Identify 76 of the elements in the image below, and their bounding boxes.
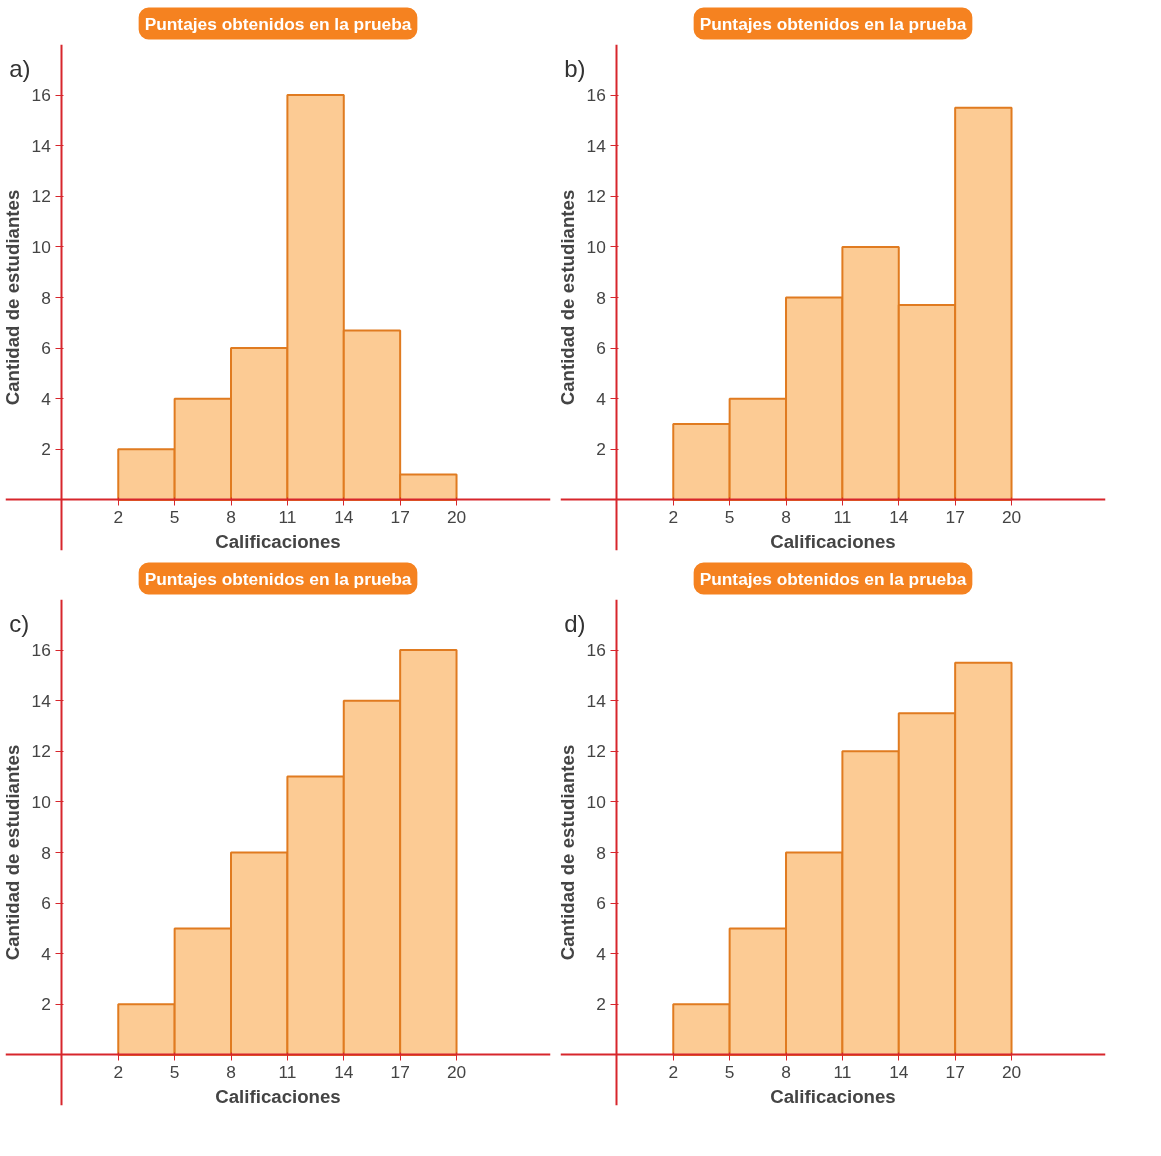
- x-tick-label: 17: [390, 1061, 410, 1082]
- y-tick-label: 4: [41, 388, 52, 409]
- x-tick-label: 20: [446, 506, 467, 527]
- x-tick-label: 2: [668, 1061, 679, 1082]
- y-tick-label: 16: [31, 640, 51, 661]
- x-tick-label: 5: [724, 1061, 735, 1082]
- y-axis-title: Cantidad de estudiantes: [2, 744, 24, 961]
- y-tick-label: 6: [41, 338, 51, 359]
- x-tick-label: 14: [334, 1061, 354, 1082]
- x-tick-label: 8: [226, 506, 236, 527]
- y-tick-label: 14: [31, 690, 52, 711]
- x-tick-label: 14: [334, 506, 354, 527]
- y-tick-label: 10: [586, 791, 606, 812]
- y-tick-label: 6: [596, 893, 606, 914]
- y-tick-label: 2: [596, 994, 606, 1015]
- chart-title: Puntajes obtenidos en la prueba: [699, 13, 967, 34]
- y-tick-label: 14: [586, 135, 607, 156]
- y-tick-label: 8: [41, 287, 51, 308]
- x-axis-title: Calificaciones: [215, 1085, 341, 1107]
- x-tick-label: 8: [781, 1061, 791, 1082]
- y-tick-label: 12: [31, 741, 51, 762]
- y-tick-label: 2: [41, 994, 51, 1015]
- x-tick-label: 2: [113, 1061, 124, 1082]
- x-tick-label: 11: [278, 506, 297, 527]
- y-tick-label: 12: [586, 186, 606, 207]
- x-tick-label: 2: [113, 506, 124, 527]
- x-tick-label: 5: [169, 1061, 180, 1082]
- y-tick-label: 8: [596, 842, 606, 863]
- x-axis-title: Calificaciones: [215, 530, 341, 552]
- x-tick-label: 17: [390, 506, 410, 527]
- y-tick-label: 16: [586, 640, 606, 661]
- x-axis-title: Calificaciones: [770, 530, 896, 552]
- x-tick-label: 14: [889, 506, 909, 527]
- y-tick-label: 10: [586, 236, 606, 257]
- x-tick-label: 20: [1001, 1061, 1022, 1082]
- annotation: a): [9, 55, 31, 83]
- x-tick-label: 14: [889, 1061, 909, 1082]
- y-tick-label: 10: [31, 791, 51, 812]
- x-tick-label: 5: [169, 506, 180, 527]
- y-tick-label: 4: [41, 943, 52, 964]
- x-tick-label: 20: [446, 1061, 467, 1082]
- y-tick-label: 4: [596, 943, 607, 964]
- annotation: c): [9, 610, 30, 638]
- x-tick-label: 2: [668, 506, 679, 527]
- y-tick-label: 4: [596, 388, 607, 409]
- x-tick-label: 11: [833, 1061, 852, 1082]
- y-tick-label: 2: [596, 439, 606, 460]
- y-tick-label: 16: [586, 85, 606, 106]
- y-axis-title: Cantidad de estudiantes: [557, 744, 579, 961]
- x-tick-label: 5: [724, 506, 735, 527]
- y-tick-label: 12: [31, 186, 51, 207]
- x-tick-label: 11: [278, 1061, 297, 1082]
- x-tick-label: 8: [781, 506, 791, 527]
- y-tick-label: 8: [596, 287, 606, 308]
- y-axis-title: Cantidad de estudiantes: [557, 189, 579, 406]
- chart-title: Puntajes obtenidos en la prueba: [144, 13, 412, 34]
- y-tick-label: 16: [31, 85, 51, 106]
- chart-title: Puntajes obtenidos en la prueba: [699, 568, 967, 589]
- x-tick-label: 17: [945, 506, 965, 527]
- y-tick-label: 2: [41, 439, 51, 460]
- y-tick-label: 14: [31, 135, 52, 156]
- y-tick-label: 6: [41, 893, 51, 914]
- annotation: b): [564, 55, 586, 83]
- x-tick-label: 20: [1001, 506, 1022, 527]
- y-tick-label: 14: [586, 690, 607, 711]
- x-axis-title: Calificaciones: [770, 1085, 896, 1107]
- chart-title: Puntajes obtenidos en la prueba: [144, 568, 412, 589]
- y-tick-label: 8: [41, 842, 51, 863]
- y-tick-label: 10: [31, 236, 51, 257]
- x-tick-label: 17: [945, 1061, 965, 1082]
- y-tick-label: 6: [596, 338, 606, 359]
- x-tick-label: 11: [833, 506, 852, 527]
- y-axis-title: Cantidad de estudiantes: [2, 189, 24, 406]
- x-tick-label: 8: [226, 1061, 236, 1082]
- y-tick-label: 12: [586, 741, 606, 762]
- annotation: d): [564, 610, 586, 638]
